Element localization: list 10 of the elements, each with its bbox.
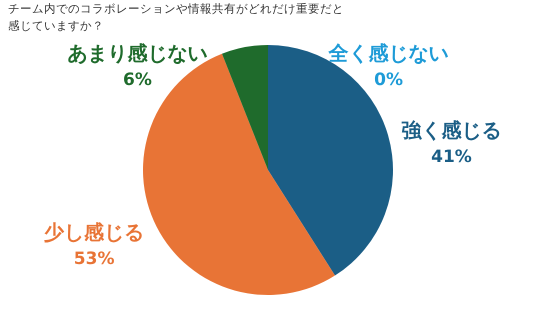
data-label: 6%: [122, 70, 152, 90]
text: 0%: [374, 70, 404, 90]
chart-title: チーム内でのコラボレーションや情報共有がどれだけ重要だと感じていますか？: [8, 2, 344, 32]
data-label: 53%: [74, 249, 114, 270]
pie-slice: [222, 45, 268, 170]
data-label: 41%: [431, 147, 472, 168]
category-label: 全く感じない: [328, 41, 449, 65]
slice-label: 強く感じる: [401, 118, 502, 142]
slice-label: 少し感じる: [44, 220, 144, 244]
slice-label: あまり感じない: [67, 41, 208, 65]
